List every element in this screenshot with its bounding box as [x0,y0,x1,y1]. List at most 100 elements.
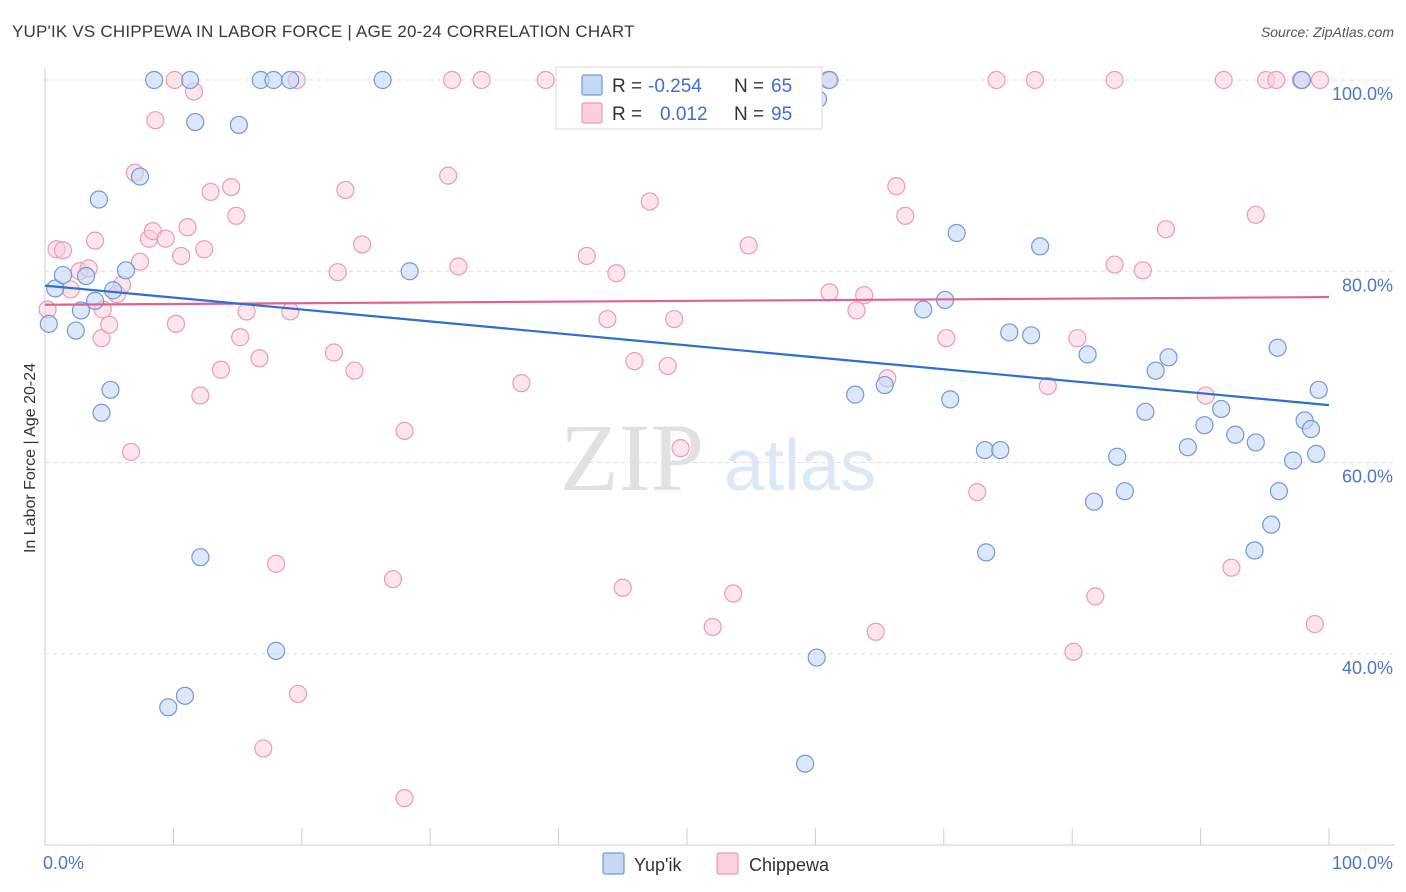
chippewa-point [1305,615,1324,634]
legend-r-label-2: R = [612,104,642,125]
chippewa-point [1214,70,1233,90]
chippewa-point [1086,587,1105,606]
chippewa-point [472,70,491,90]
yupik-point [1307,444,1326,463]
yupik-point [1022,326,1041,345]
yupik-point [145,70,164,90]
yupik-point [1195,416,1214,435]
x-tick-label-max: 100.0% [1332,853,1393,873]
chippewa-point [1105,70,1124,90]
yupik-point [991,440,1010,460]
yupik-point [1309,380,1328,399]
yupik-point [1283,451,1303,470]
chippewa-point [231,328,250,347]
x-tick-label-min: 0.0% [43,853,84,873]
chippewa-point [442,70,462,90]
chippewa-point [1133,261,1152,280]
y-tick-labels: 40.0% 60.0% 80.0% 100.0% [1332,84,1393,678]
watermark-atlas: atlas [724,426,876,506]
yupik-point [1146,361,1165,380]
chippewa-point [222,178,241,197]
chippewa-point [172,246,191,266]
yupik-point [66,321,85,340]
bottom-legend-swatch-chippewa [716,852,739,875]
yupik-point [1226,425,1245,444]
yupik-point [92,403,111,422]
yupik-point [46,279,65,298]
chippewa-point [395,789,414,808]
chippewa-point [896,206,915,225]
legend-swatch-chippewa [581,102,603,124]
yupik-trend-line [44,284,1330,407]
chippewa-point [1222,558,1241,577]
chippewa-point [855,286,874,305]
chippewa-point [1025,70,1045,90]
chippewa-point [1246,205,1265,224]
yupik-point [229,115,248,135]
chippewa-point [85,231,105,250]
bottom-legend: Yup'ik Chippewa [602,852,830,875]
yupik-point [947,223,966,243]
watermark-zip: ZIP [560,404,704,511]
legend-n-label-2: N = [734,104,764,125]
chippewa-point [281,302,300,321]
chippewa-point [1196,386,1215,405]
chippewa-point [92,329,111,348]
chippewa-point [227,206,246,225]
chippewa-point [191,386,210,405]
chippewa-point [100,315,119,334]
yupik-point [1178,438,1197,457]
yupik-point [975,440,994,460]
yupik-point [71,301,91,320]
x-tick-labels: 0.0% 100.0% [43,853,1393,873]
yupik-point [796,754,815,773]
yupik-point [175,686,195,705]
chippewa-point [288,684,308,704]
legend-swatch-yupik [581,74,603,96]
yupik-point [820,70,839,90]
chippewa-point [739,236,758,255]
chippewa-point [121,442,141,462]
yupik-point [116,261,135,280]
watermark: ZIP atlas [560,404,876,511]
yupik-point [264,70,283,90]
bottom-legend-label-chippewa: Chippewa [749,855,830,875]
yupik-point [76,266,96,286]
chippewa-point [1105,255,1124,274]
chippewa-point [1038,376,1057,396]
yupik-point [914,300,933,319]
grid-lines [45,79,1395,655]
chippewa-point [625,352,644,371]
bottom-legend-swatch-yupik [602,852,625,875]
chippewa-point [820,283,839,302]
yupik-point [1159,348,1178,367]
chippewa-point [887,177,906,196]
yupik-point [1301,419,1321,439]
yupik-point [977,543,996,562]
yupik-point [1246,433,1265,452]
chippewa-point [328,263,347,282]
source-label: Source: ZipAtlas.com [1260,24,1394,40]
chippewa-point [536,70,555,90]
yupik-points [39,70,1328,773]
yupik-point [180,70,200,90]
chippewa-point [640,192,659,211]
chippewa-point [395,421,414,441]
legend-box: R = -0.254 N = 65 R = 0.012 N = 95 [555,66,823,130]
yupik-point [1000,323,1019,342]
legend-r-label-1: R = [612,76,642,97]
chippewa-point [1310,70,1330,90]
yupik-point [807,648,826,667]
chippewa-point [383,570,403,589]
yupik-point [186,112,205,132]
chippewa-point [724,584,743,603]
yupik-point [1262,515,1281,534]
chippewa-point [658,356,677,376]
chippewa-point [987,70,1006,90]
chippewa-point [1064,642,1083,661]
trend-lines [44,284,1330,407]
yupik-point [53,265,73,285]
chippewa-point [165,70,184,90]
y-axis-title: In Labor Force | Age 20-24 [22,363,39,553]
